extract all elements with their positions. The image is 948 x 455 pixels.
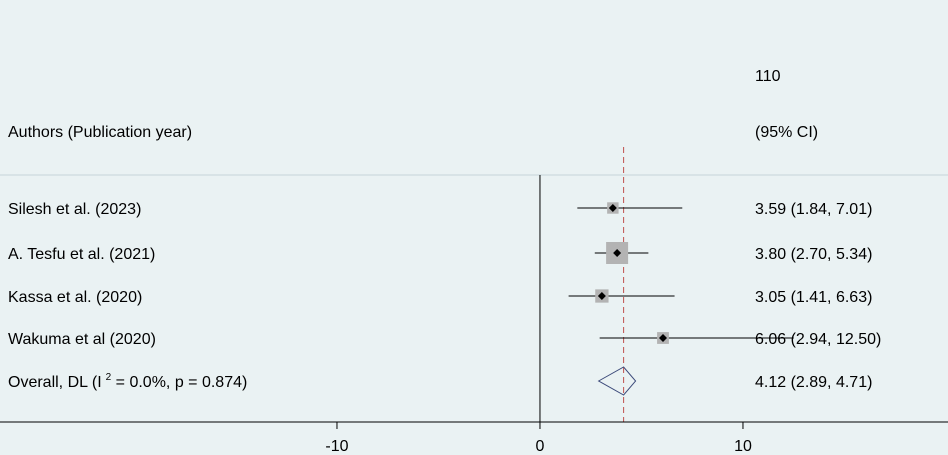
overall-label: Overall, DL (I 2 = 0.0%, p = 0.874) bbox=[8, 372, 247, 391]
header-left-label: Authors (Publication year) bbox=[8, 124, 192, 141]
header-right-line1: 110 bbox=[755, 68, 781, 85]
x-tick-label: -10 bbox=[325, 438, 348, 455]
study-row: Kassa et al. (2020) 3.05 (1.41, 6.63) bbox=[8, 289, 872, 306]
study-ci-text: 3.80 (2.70, 5.34) bbox=[755, 246, 872, 263]
x-tick-label: 10 bbox=[734, 438, 752, 455]
study-row: Wakuma et al (2020) 6.06 (2.94, 12.50) bbox=[8, 331, 881, 348]
x-tick-label: 0 bbox=[536, 438, 545, 455]
study-point-estimate bbox=[658, 334, 667, 342]
overall-row: Overall, DL (I 2 = 0.0%, p = 0.874) 4.12 … bbox=[8, 366, 872, 396]
overall-label-prefix: Overall, DL (I bbox=[8, 374, 102, 391]
study-ci-text: 3.59 (1.84, 7.01) bbox=[755, 201, 872, 218]
study-point-estimate bbox=[613, 249, 622, 257]
study-label: Kassa et al. (2020) bbox=[8, 289, 142, 306]
overall-diamond bbox=[597, 366, 637, 396]
study-rows: Silesh et al. (2023) 3.59 (1.84, 7.01) A. … bbox=[8, 201, 881, 348]
study-point-estimate bbox=[608, 204, 617, 212]
x-axis-ticks: -10 0 10 bbox=[325, 422, 752, 455]
study-label: A. Tesfu et al. (2021) bbox=[8, 246, 155, 263]
overall-label-suffix: = 0.0%, p = 0.874) bbox=[111, 374, 247, 391]
overall-ci-text: 4.12 (2.89, 4.71) bbox=[755, 374, 872, 391]
study-label: Wakuma et al (2020) bbox=[8, 331, 156, 348]
study-point-estimate bbox=[597, 292, 606, 300]
header-right-line2: (95% CI) bbox=[755, 124, 818, 141]
study-row: Silesh et al. (2023) 3.59 (1.84, 7.01) bbox=[8, 201, 872, 218]
study-ci-text: 3.05 (1.41, 6.63) bbox=[755, 289, 872, 306]
overall-label-superscript: 2 bbox=[106, 372, 112, 383]
study-ci-text: 6.06 (2.94, 12.50) bbox=[755, 331, 881, 348]
study-label: Silesh et al. (2023) bbox=[8, 201, 141, 218]
study-row: A. Tesfu et al. (2021) 3.80 (2.70, 5.34) bbox=[8, 242, 872, 264]
